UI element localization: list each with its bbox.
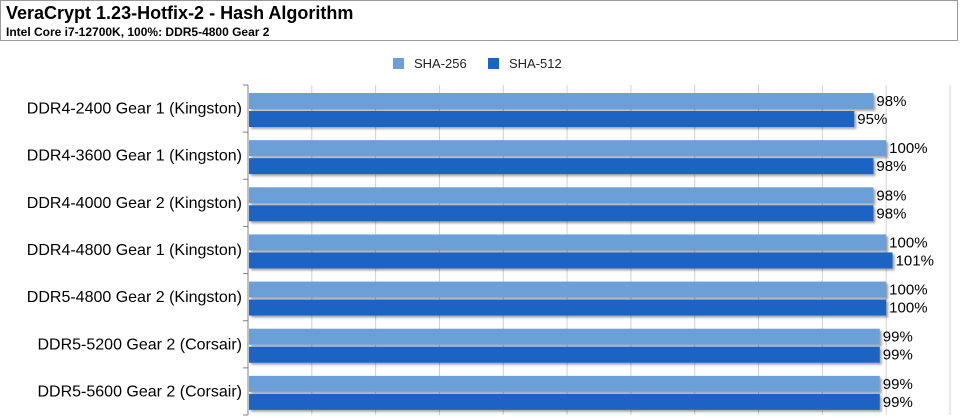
data-label: 101% — [896, 252, 934, 269]
data-label: 100% — [889, 300, 927, 317]
bar-sha512 — [249, 252, 893, 269]
legend: SHA-256 SHA-512 — [0, 56, 960, 76]
data-label: 100% — [889, 282, 927, 299]
legend-swatch-sha512 — [488, 58, 499, 69]
data-label: 99% — [883, 394, 913, 411]
legend-item-sha256: SHA-256 — [393, 56, 467, 71]
legend-swatch-sha256 — [393, 58, 404, 69]
category-label: DDR4-4000 Gear 2 (Kingston) — [27, 195, 242, 212]
chart-subtitle: Intel Core i7-12700K, 100%: DDR5-4800 Ge… — [6, 25, 270, 39]
chart-title: VeraCrypt 1.23-Hotfix-2 - Hash Algorithm — [6, 3, 354, 23]
bar-sha256 — [249, 187, 874, 204]
data-label: 98% — [876, 93, 906, 110]
bar-sha256 — [249, 328, 880, 345]
data-label: 98% — [876, 205, 906, 222]
data-label: 98% — [876, 158, 906, 175]
bar-sha512 — [249, 111, 855, 127]
category-label: DDR5-5600 Gear 2 (Corsair) — [37, 383, 242, 400]
category-label: DDR5-4800 Gear 2 (Kingston) — [27, 289, 242, 306]
category-label: DDR4-4800 Gear 1 (Kingston) — [27, 242, 242, 259]
bar-sha256 — [249, 140, 887, 157]
bar-sha512 — [249, 346, 880, 363]
data-label: 100% — [889, 140, 927, 157]
bar-sha256 — [249, 281, 887, 298]
legend-label-sha256: SHA-256 — [414, 56, 467, 71]
data-label: 98% — [876, 187, 906, 204]
bars — [249, 93, 893, 410]
data-label: 95% — [857, 111, 887, 128]
bar-sha256 — [249, 93, 874, 109]
category-label: DDR4-3600 Gear 1 (Kingston) — [27, 148, 242, 165]
bar-sha512 — [249, 299, 887, 316]
category-label: DDR5-5200 Gear 2 (Corsair) — [37, 336, 242, 353]
data-label: 99% — [883, 329, 913, 346]
data-label: 100% — [889, 234, 927, 251]
data-label: 99% — [883, 376, 913, 393]
bar-sha512 — [249, 205, 874, 222]
bar-sha512 — [249, 158, 874, 175]
chart-header: VeraCrypt 1.23-Hotfix-2 - Hash Algorithm… — [0, 0, 958, 41]
category-label: DDR4-2400 Gear 1 (Kingston) — [27, 101, 242, 118]
bar-sha256 — [249, 375, 880, 392]
data-label: 99% — [883, 347, 913, 364]
legend-label-sha512: SHA-512 — [509, 56, 562, 71]
bar-sha256 — [249, 234, 887, 251]
legend-item-sha512: SHA-512 — [488, 56, 562, 71]
bar-sha512 — [249, 393, 880, 410]
labels: DDR4-2400 Gear 1 (Kingston) 98%95%DDR4-36… — [27, 93, 934, 411]
